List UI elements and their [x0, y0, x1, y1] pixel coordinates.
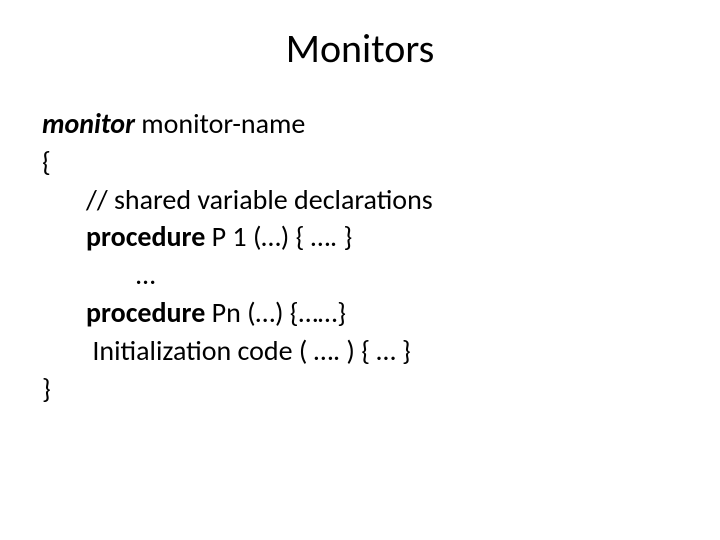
keyword-procedure-n: procedure: [86, 295, 205, 330]
text-pn: Pn (…) {……}: [205, 295, 346, 330]
slide-title: Monitors: [42, 24, 678, 73]
code-line-5: …: [42, 256, 678, 294]
code-line-3: // shared variable declarations: [42, 181, 678, 219]
keyword-monitor: monitor: [42, 106, 135, 141]
text-monitor-name: monitor-name: [135, 106, 305, 141]
slide-body: monitor monitor-name { // shared variabl…: [42, 105, 678, 407]
keyword-procedure-1: procedure: [86, 219, 205, 254]
text-p1: P 1 (…) { …. }: [205, 219, 352, 254]
code-line-1: monitor monitor-name: [42, 105, 678, 143]
code-line-6: procedure Pn (…) {……}: [42, 294, 678, 332]
code-line-2: {: [42, 143, 678, 181]
code-line-8: }: [42, 370, 678, 408]
code-line-7: Initialization code ( …. ) { … }: [42, 332, 678, 370]
code-line-4: procedure P 1 (…) { …. }: [42, 218, 678, 256]
slide: Monitors monitor monitor-name { // share…: [0, 0, 720, 540]
